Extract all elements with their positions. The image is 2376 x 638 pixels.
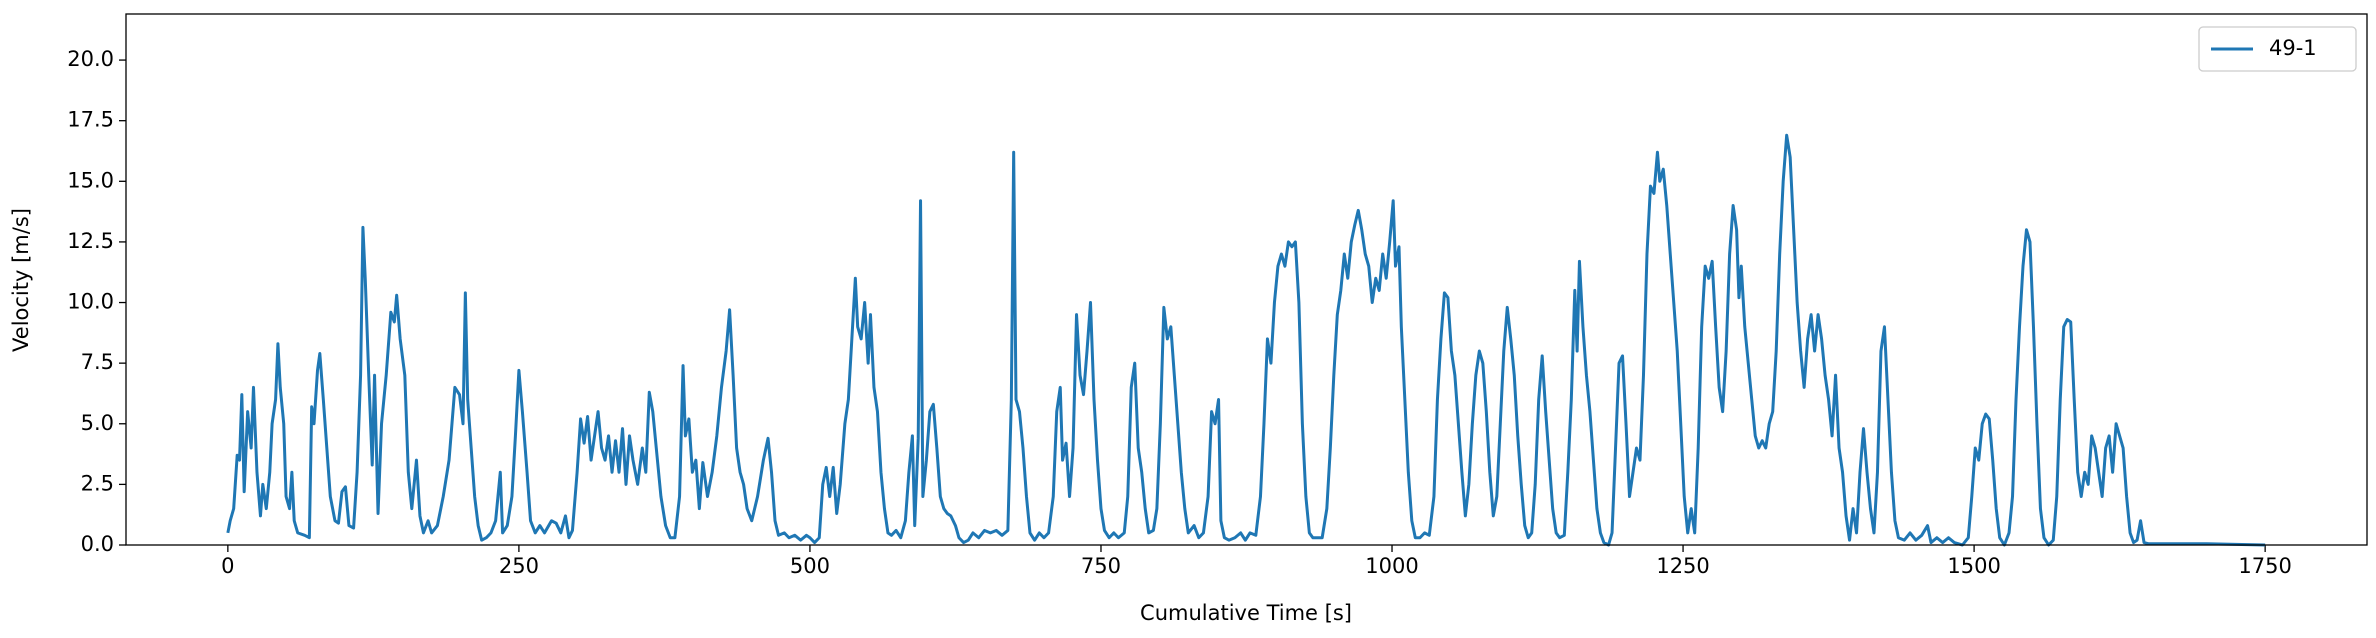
x-tick-label: 750	[1081, 554, 1121, 578]
x-axis-label: Cumulative Time [s]	[1140, 601, 1352, 625]
x-tick-label: 1500	[1947, 554, 2000, 578]
x-tick-label: 500	[790, 554, 830, 578]
y-tick-label: 7.5	[81, 350, 114, 374]
x-tick-label: 1250	[1656, 554, 1709, 578]
y-tick-label: 0.0	[81, 532, 114, 556]
x-tick-label: 1750	[2238, 554, 2291, 578]
y-tick-label: 10.0	[67, 290, 114, 314]
x-tick-label: 0	[221, 554, 234, 578]
y-tick-label: 2.5	[81, 471, 114, 495]
data-line	[226, 133, 2266, 547]
y-axis-label: Velocity [m/s]	[9, 208, 33, 352]
plot-frame	[125, 13, 2368, 546]
y-tick-label: 20.0	[67, 47, 114, 71]
y-tick-label: 17.5	[67, 108, 114, 132]
y-tick-label: 5.0	[81, 411, 114, 435]
y-tick-label: 15.0	[67, 168, 114, 192]
legend-label: 49-1	[2269, 36, 2317, 60]
y-tick-label: 12.5	[67, 229, 114, 253]
legend-box	[2198, 26, 2357, 72]
x-tick-label: 1000	[1365, 554, 1418, 578]
x-tick-label: 250	[499, 554, 539, 578]
